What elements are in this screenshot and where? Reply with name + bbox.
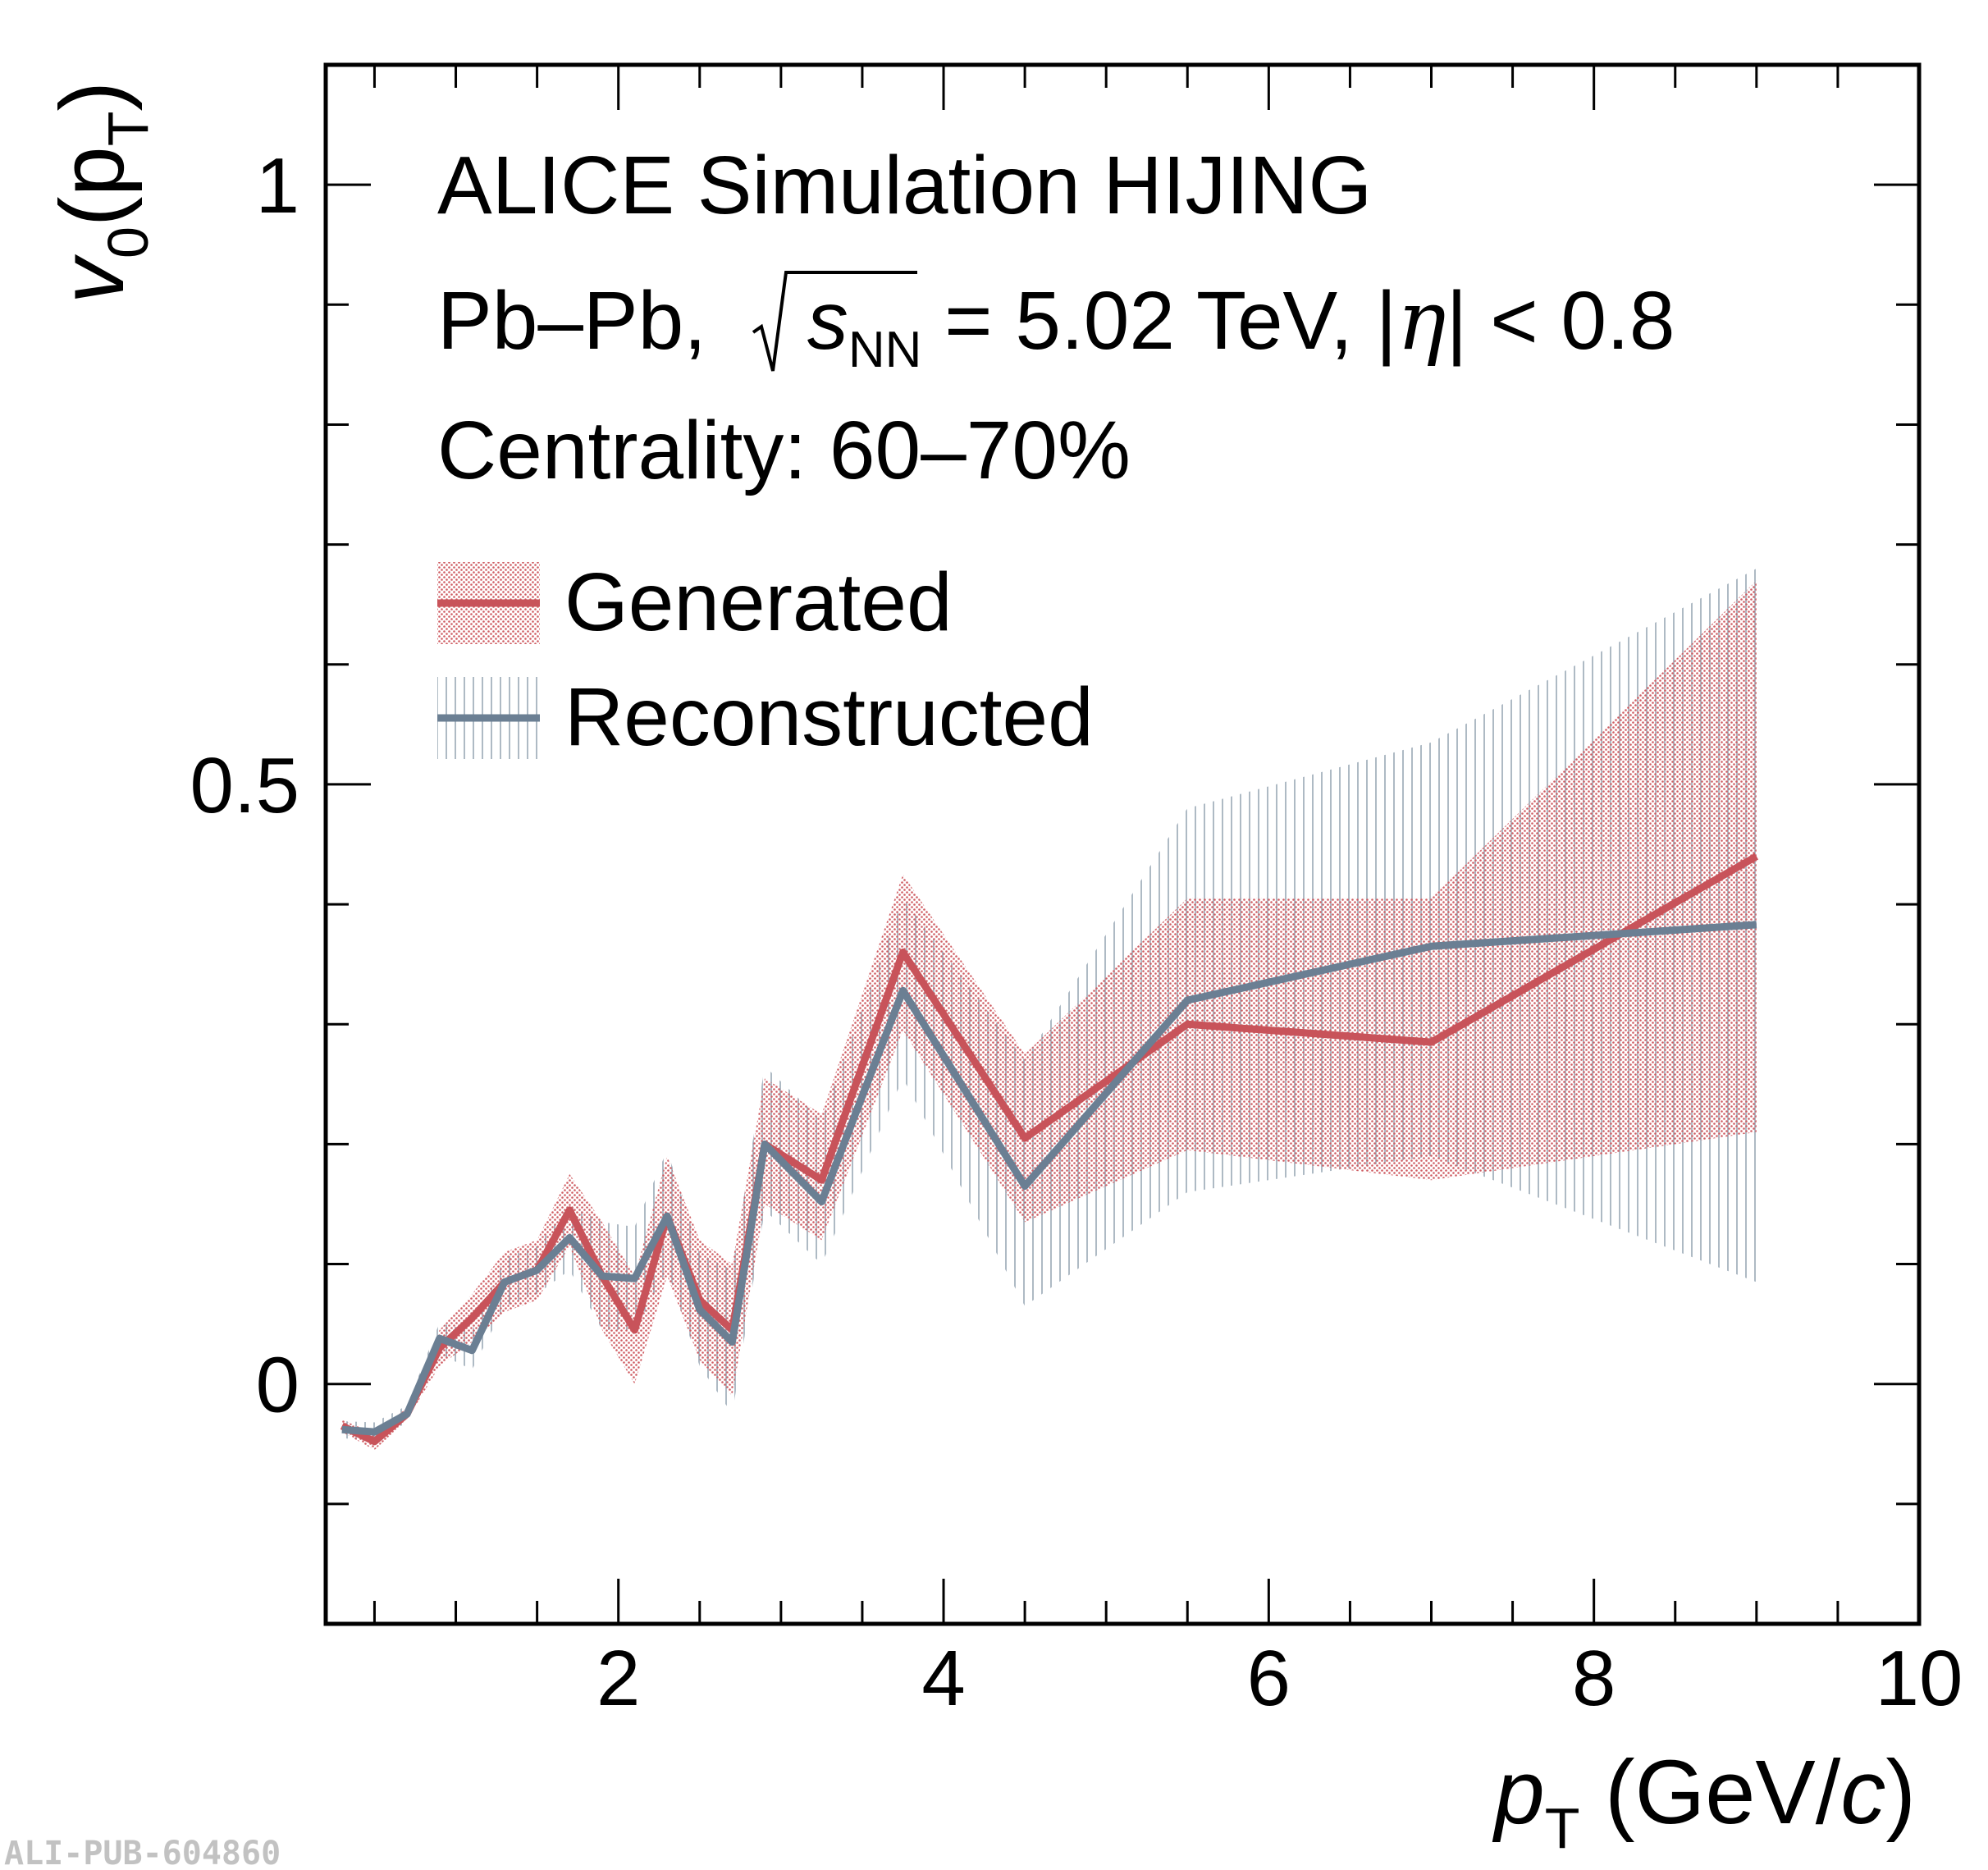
y-axis-title: v0(pT) (42, 81, 160, 304)
x-tick-label: 10 (1876, 1635, 1963, 1722)
y-tick-label: 0.5 (190, 742, 299, 830)
legend-label-generated: Generated (564, 556, 953, 648)
band-reconstructed (341, 568, 1757, 1442)
sqrt-sign (752, 271, 917, 372)
band-generated (341, 580, 1757, 1451)
annotation-centrality: Centrality: 60–70% (437, 405, 1131, 496)
series-lines (340, 853, 1759, 1446)
y-tick-label: 0 (256, 1342, 299, 1429)
x-tick-label: 8 (1572, 1635, 1616, 1722)
x-tick-label: 6 (1247, 1635, 1291, 1722)
x-axis-title: pT (GeV/c) (1492, 1742, 1916, 1860)
annotation-experiment: ALICE Simulation HIJING (437, 139, 1372, 231)
annotation-collision: Pb–Pb, sNN = 5.02 TeV, |η| < 0.8 (437, 272, 1675, 378)
plot-frame (323, 62, 1922, 1626)
x-tick-label: 4 (921, 1635, 965, 1722)
x-tick-label: 2 (596, 1635, 640, 1722)
legend-label-reconstructed: Reconstructed (564, 671, 1094, 763)
watermark: ALI-PUB-604860 (4, 1835, 281, 1870)
axis-ticks (326, 65, 1919, 1624)
y-tick-label: 1 (256, 142, 299, 230)
uncertainty-bands (341, 568, 1757, 1451)
legend: Generated Reconstructed (437, 556, 1094, 763)
axis-tick-labels: 2 4 6 8 10 0 0.5 1 (190, 142, 1963, 1722)
line-reconstructed (341, 921, 1757, 1436)
